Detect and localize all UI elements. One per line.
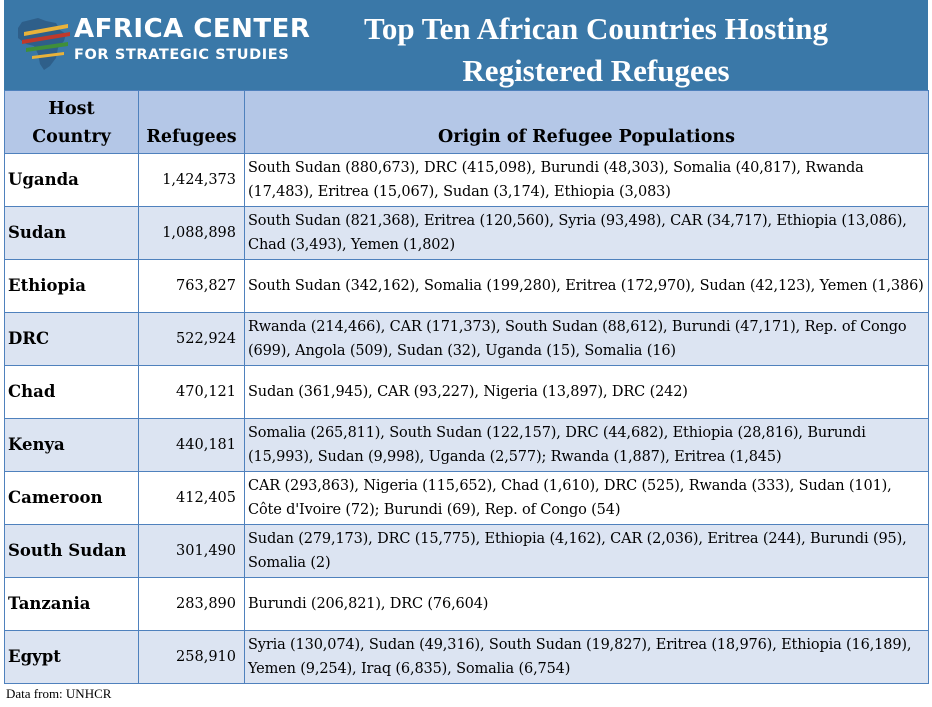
table-row: Tanzania 283,890 Burundi (206,821), DRC … [4, 577, 929, 631]
refugee-count-cell: 412,405 [138, 471, 245, 525]
org-name: AFRICA CENTER [74, 14, 311, 44]
host-country-cell: Egypt [4, 630, 139, 684]
table-row: Ethiopia 763,827 South Sudan (342,162), … [4, 259, 929, 313]
origin-cell: South Sudan (821,368), Eritrea (120,560)… [244, 206, 929, 260]
host-country-cell: DRC [4, 312, 139, 366]
origin-cell: Burundi (206,821), DRC (76,604) [244, 577, 929, 631]
origin-cell: Sudan (279,173), DRC (15,775), Ethiopia … [244, 524, 929, 578]
refugee-count-cell: 1,088,898 [138, 206, 245, 260]
host-country-cell: Chad [4, 365, 139, 419]
table-row: Chad 470,121 Sudan (361,945), CAR (93,22… [4, 365, 929, 419]
host-country-cell: Uganda [4, 153, 139, 207]
africa-map-logo-icon [18, 18, 70, 70]
column-header-refugees: Refugees [138, 90, 245, 154]
origin-cell: Somalia (265,811), South Sudan (122,157)… [244, 418, 929, 472]
refugee-count-cell: 440,181 [138, 418, 245, 472]
table-row: Cameroon 412,405 CAR (293,863), Nigeria … [4, 471, 929, 525]
host-country-cell: Kenya [4, 418, 139, 472]
table-header-row: Host Country Refugees Origin of Refugee … [4, 90, 929, 154]
header-banner: AFRICA CENTER FOR STRATEGIC STUDIES Top … [4, 0, 928, 90]
table-row: Sudan 1,088,898 South Sudan (821,368), E… [4, 206, 929, 260]
host-country-cell: Sudan [4, 206, 139, 260]
origin-cell: South Sudan (342,162), Somalia (199,280)… [244, 259, 929, 313]
host-country-cell: Cameroon [4, 471, 139, 525]
table-row: Uganda 1,424,373 South Sudan (880,673), … [4, 153, 929, 207]
refugee-table: Host Country Refugees Origin of Refugee … [4, 90, 929, 684]
table-row: DRC 522,924 Rwanda (214,466), CAR (171,3… [4, 312, 929, 366]
origin-cell: Sudan (361,945), CAR (93,227), Nigeria (… [244, 365, 929, 419]
origin-cell: CAR (293,863), Nigeria (115,652), Chad (… [244, 471, 929, 525]
column-header-host-country: Host Country [4, 90, 139, 154]
refugee-count-cell: 763,827 [138, 259, 245, 313]
table-row: South Sudan 301,490 Sudan (279,173), DRC… [4, 524, 929, 578]
table-row: Kenya 440,181 Somalia (265,811), South S… [4, 418, 929, 472]
refugee-count-cell: 470,121 [138, 365, 245, 419]
origin-cell: Syria (130,074), Sudan (49,316), South S… [244, 630, 929, 684]
column-header-origin: Origin of Refugee Populations [244, 90, 929, 154]
refugee-count-cell: 522,924 [138, 312, 245, 366]
refugee-count-cell: 301,490 [138, 524, 245, 578]
page-title: Top Ten African Countries Hosting Regist… [364, 11, 828, 88]
table-row: Egypt 258,910 Syria (130,074), Sudan (49… [4, 630, 929, 684]
refugee-count-cell: 283,890 [138, 577, 245, 631]
origin-cell: Rwanda (214,466), CAR (171,373), South S… [244, 312, 929, 366]
host-country-cell: Tanzania [4, 577, 139, 631]
host-country-cell: South Sudan [4, 524, 139, 578]
origin-cell: South Sudan (880,673), DRC (415,098), Bu… [244, 153, 929, 207]
host-country-cell: Ethiopia [4, 259, 139, 313]
refugee-count-cell: 1,424,373 [138, 153, 245, 207]
refugee-count-cell: 258,910 [138, 630, 245, 684]
data-source-note: Data from: UNHCR [6, 686, 112, 701]
org-subtitle: FOR STRATEGIC STUDIES [74, 47, 290, 63]
